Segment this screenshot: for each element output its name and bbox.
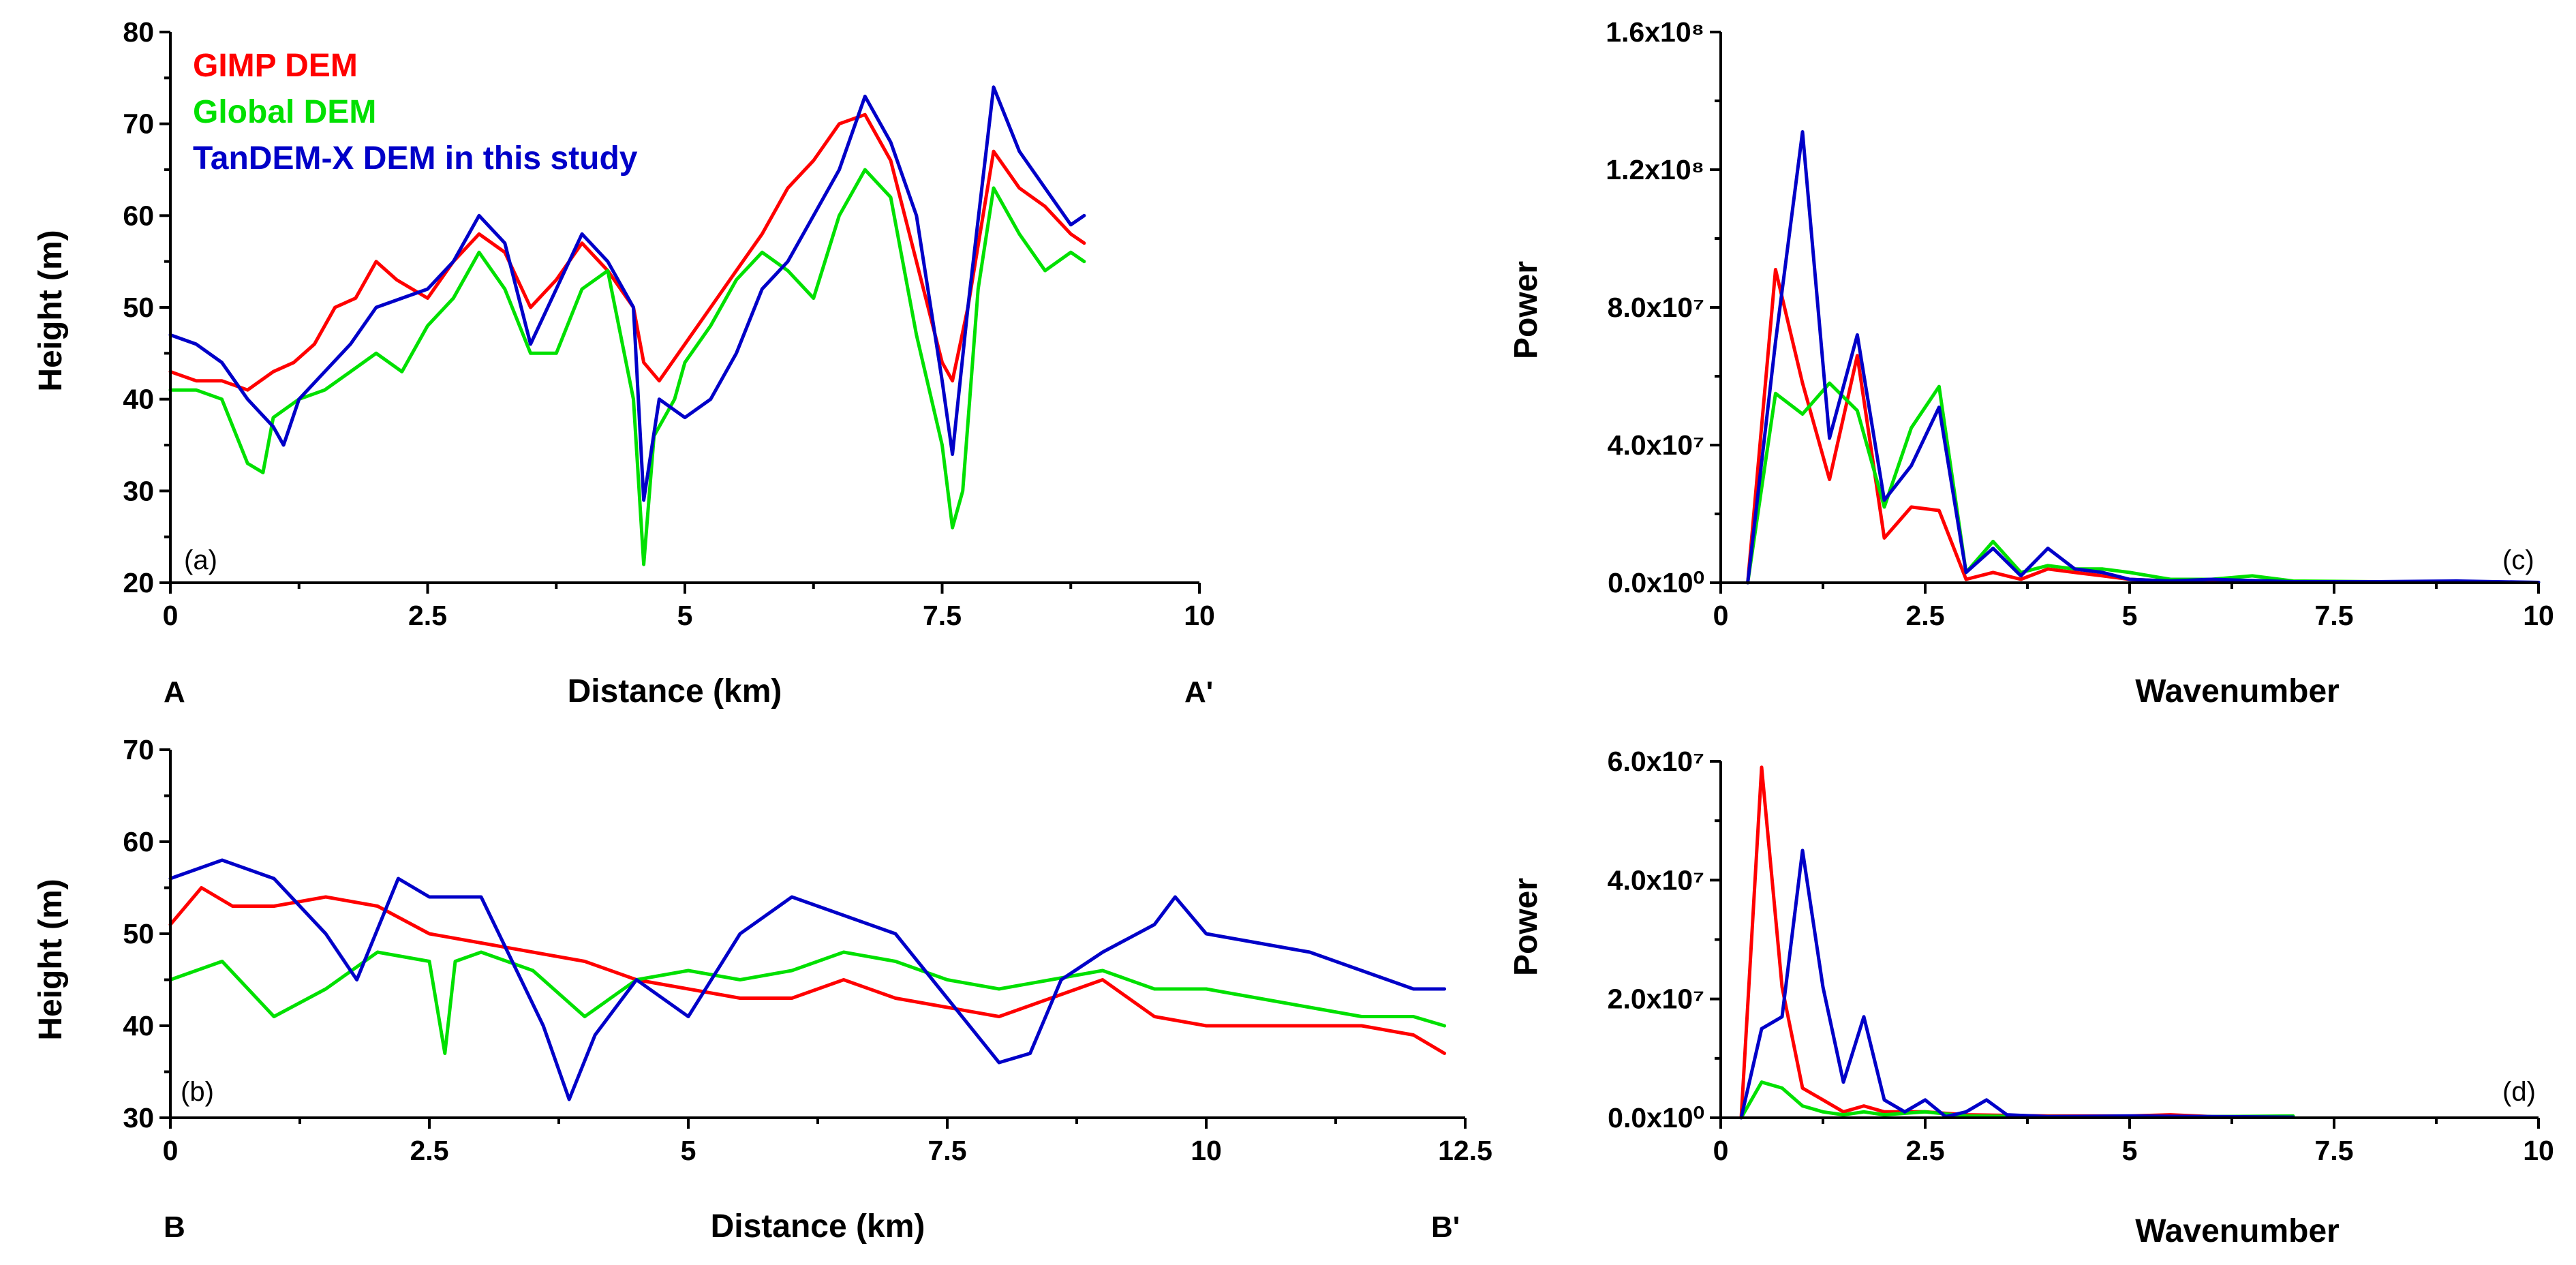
panel-a-series-layer	[168, 85, 1086, 566]
panel-a-start-label: A	[164, 675, 185, 709]
panel-b-start-label: B	[164, 1210, 185, 1244]
legend-gimp-dem: GIMP DEM	[193, 48, 358, 84]
panel-a-x-tick-label: 5	[677, 600, 693, 631]
panel-b-x-tick-label: 0	[163, 1135, 179, 1166]
panel-c-power-spectrum-aa: 0.0x10⁰ 4.0x10⁷ 8.0x10⁷ 1.2x10⁸ 1.6x10⁸ 0 2.5 5…	[1508, 16, 2554, 710]
panel-a-legend: GIMP DEM Global DEM TanDEM-X DEM in this…	[193, 48, 638, 177]
panel-d-x-axis-title: Wavenumber	[2135, 1213, 2340, 1249]
panel-b-y-axis-title: Height (m)	[33, 879, 69, 1040]
panel-c-y-axis-title: Power	[1508, 261, 1544, 359]
panel-b-y-tick-label: 40	[123, 1010, 154, 1041]
panel-d-y-tick-label: 4.0x10⁷	[1608, 864, 1704, 896]
panel-d-y-axis-title: Power	[1508, 878, 1544, 976]
panel-d-label: (d)	[2502, 1077, 2536, 1107]
panel-b-series-global-dem	[168, 950, 1447, 1055]
panel-a-x-tick-label: 2.5	[408, 600, 447, 631]
panel-c-x-tick-label: 10	[2523, 600, 2554, 631]
panel-c-series-tandem-x-dem-in-this-study	[1746, 130, 2541, 585]
panel-c-series-gimp-dem	[1746, 268, 2541, 585]
panel-c-series-global-dem	[1746, 381, 2541, 585]
legend-tandem-x-dem: TanDEM-X DEM in this study	[193, 140, 638, 177]
panel-d-series-tandem-x-dem-in-this-study	[1739, 849, 2295, 1120]
panel-b-ticks: 30 40 50 60 70 0 2.5 5 7.5 10 12.5	[123, 734, 1492, 1166]
panel-d-y-tick-label: 0.0x10⁰	[1608, 1102, 1704, 1133]
panel-b-y-tick-label: 60	[123, 826, 154, 857]
panel-a-series-tandem-x-dem-in-this-study	[168, 85, 1086, 502]
panel-c-ticks: 0.0x10⁰ 4.0x10⁷ 8.0x10⁷ 1.2x10⁸ 1.6x10⁸ 0 2.5 5…	[1606, 16, 2554, 631]
panel-a-y-tick-label: 70	[123, 108, 154, 140]
panel-a-end-label: A'	[1184, 675, 1213, 709]
panel-d-ticks: 0.0x10⁰ 2.0x10⁷ 4.0x10⁷ 6.0x10⁷ 0 2.5 5 7.5 10	[1608, 746, 2554, 1166]
panel-a-y-axis-title: Height (m)	[33, 230, 69, 391]
panel-a-x-tick-label: 0	[163, 600, 179, 631]
panel-d-axes	[1719, 761, 2539, 1119]
panel-a-series-gimp-dem	[168, 112, 1086, 392]
panel-d-series-gimp-dem	[1739, 765, 2295, 1120]
panel-b-y-tick-label: 70	[123, 734, 154, 765]
panel-b-height-profile-bb: 30 40 50 60 70 0 2.5 5 7.5 10 12.5 (b) Distance (k…	[33, 734, 1492, 1245]
panel-d-x-tick-label: 10	[2523, 1135, 2554, 1166]
panel-a-y-tick-label: 20	[123, 567, 154, 598]
panel-a-x-tick-label: 7.5	[923, 600, 962, 631]
panel-b-x-tick-label: 5	[681, 1135, 696, 1166]
panel-c-y-tick-label: 8.0x10⁷	[1608, 292, 1704, 323]
panel-d-x-tick-label: 7.5	[2315, 1135, 2354, 1166]
panel-c-x-tick-label: 7.5	[2315, 600, 2354, 631]
panel-d-y-tick-label: 2.0x10⁷	[1608, 984, 1704, 1015]
panel-c-series-layer	[1746, 130, 2541, 585]
panel-a-height-profile-aa: 20 30 40 50 60 70 80 0 2.5 5 7.5 10 (a) Distance (k…	[33, 16, 1215, 710]
panel-a-y-tick-label: 50	[123, 292, 154, 323]
panel-a-y-tick-label: 80	[123, 16, 154, 48]
panel-b-y-tick-label: 30	[123, 1102, 154, 1133]
panel-c-y-tick-label: 0.0x10⁰	[1608, 567, 1704, 598]
panel-b-axes	[169, 750, 1465, 1119]
panel-a-series-global-dem	[168, 168, 1086, 566]
panel-b-label: (b)	[181, 1077, 214, 1107]
panel-c-x-tick-label: 2.5	[1906, 600, 1945, 631]
panel-a-x-tick-label: 10	[1184, 600, 1215, 631]
panel-a-y-tick-label: 60	[123, 200, 154, 231]
panel-d-y-tick-label: 6.0x10⁷	[1608, 746, 1704, 777]
panel-b-series-layer	[168, 858, 1447, 1101]
panel-b-x-axis-title: Distance (km)	[711, 1208, 925, 1245]
panel-c-y-tick-label: 4.0x10⁷	[1608, 429, 1704, 461]
panel-b-x-tick-label: 7.5	[928, 1135, 967, 1166]
panel-c-x-axis-title: Wavenumber	[2135, 673, 2340, 710]
panel-b-end-label: B'	[1431, 1210, 1460, 1244]
panel-b-series-tandem-x-dem-in-this-study	[168, 858, 1447, 1101]
panel-d-x-tick-label: 2.5	[1906, 1135, 1945, 1166]
panel-d-x-tick-label: 0	[1713, 1135, 1729, 1166]
panel-a-y-tick-label: 40	[123, 384, 154, 415]
legend-global-dem: Global DEM	[193, 94, 376, 130]
panel-c-axes	[1719, 32, 2539, 584]
panel-c-x-tick-label: 0	[1713, 600, 1729, 631]
panel-b-series-gimp-dem	[168, 886, 1447, 1055]
panel-c-label: (c)	[2502, 545, 2534, 575]
panel-c-y-tick-label: 1.6x10⁸	[1606, 16, 1704, 48]
panel-b-x-tick-label: 12.5	[1438, 1135, 1492, 1166]
panel-c-y-tick-label: 1.2x10⁸	[1606, 154, 1704, 185]
panel-d-series-layer	[1739, 765, 2295, 1120]
panel-b-x-tick-label: 10	[1191, 1135, 1222, 1166]
panel-a-ticks: 20 30 40 50 60 70 80 0 2.5 5 7.5 10	[123, 16, 1214, 631]
panel-c-x-tick-label: 5	[2122, 600, 2138, 631]
panel-b-x-tick-label: 2.5	[410, 1135, 449, 1166]
panel-d-power-spectrum-bb: 0.0x10⁰ 2.0x10⁷ 4.0x10⁷ 6.0x10⁷ 0 2.5 5 7.5 10 (…	[1508, 746, 2554, 1249]
panel-a-x-axis-title: Distance (km)	[568, 673, 782, 710]
panel-a-label: (a)	[184, 545, 217, 575]
panel-a-y-tick-label: 30	[123, 475, 154, 506]
panel-b-y-tick-label: 50	[123, 918, 154, 949]
panel-d-x-tick-label: 5	[2122, 1135, 2138, 1166]
